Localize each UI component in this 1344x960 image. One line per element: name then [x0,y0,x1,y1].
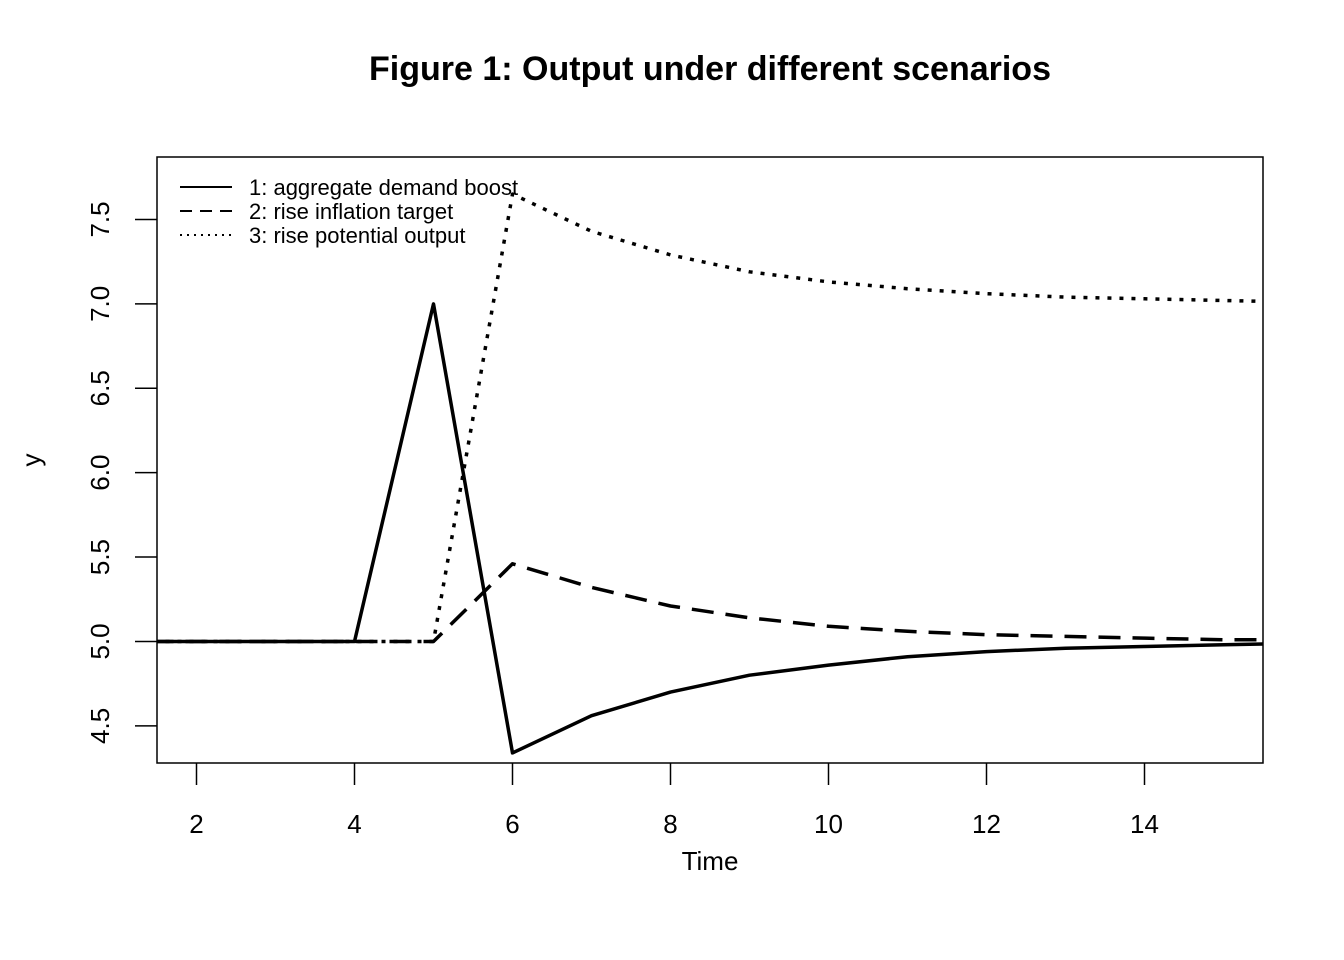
plot-frame [156,156,1264,764]
y-tick-label: 7.5 [85,201,115,237]
x-tick-label: 4 [347,809,361,839]
x-tick-label: 12 [972,809,1001,839]
y-tick-label: 4.5 [85,708,115,744]
legend-label-3: 3: rise potential output [249,223,465,248]
y-tick-label: 6.5 [85,370,115,406]
series-line-2 [157,562,1263,644]
legend-label-2: 2: rise inflation target [249,199,453,224]
series-line-3 [157,192,1263,644]
x-tick-label: 14 [1130,809,1159,839]
y-axis-label: y [16,454,46,467]
x-axis-label: Time [682,846,739,876]
legend-label-1: 1: aggregate demand boost [249,175,518,200]
x-axis: 2 4 6 8 10 12 14 [189,763,1159,839]
chart-title: Figure 1: Output under different scenari… [369,50,1051,88]
y-tick-label: 5.5 [85,539,115,575]
x-tick-label: 10 [814,809,843,839]
y-tick-label: 6.0 [85,455,115,491]
series-line-1 [157,302,1263,755]
x-tick-label: 2 [189,809,203,839]
x-tick-label: 8 [663,809,677,839]
y-axis: 4.5 5.0 5.5 6.0 6.5 7.0 7.5 [85,201,157,744]
x-tick-label: 6 [505,809,519,839]
series-layer [157,192,1263,755]
y-tick-label: 5.0 [85,623,115,659]
y-tick-label: 7.0 [85,286,115,322]
